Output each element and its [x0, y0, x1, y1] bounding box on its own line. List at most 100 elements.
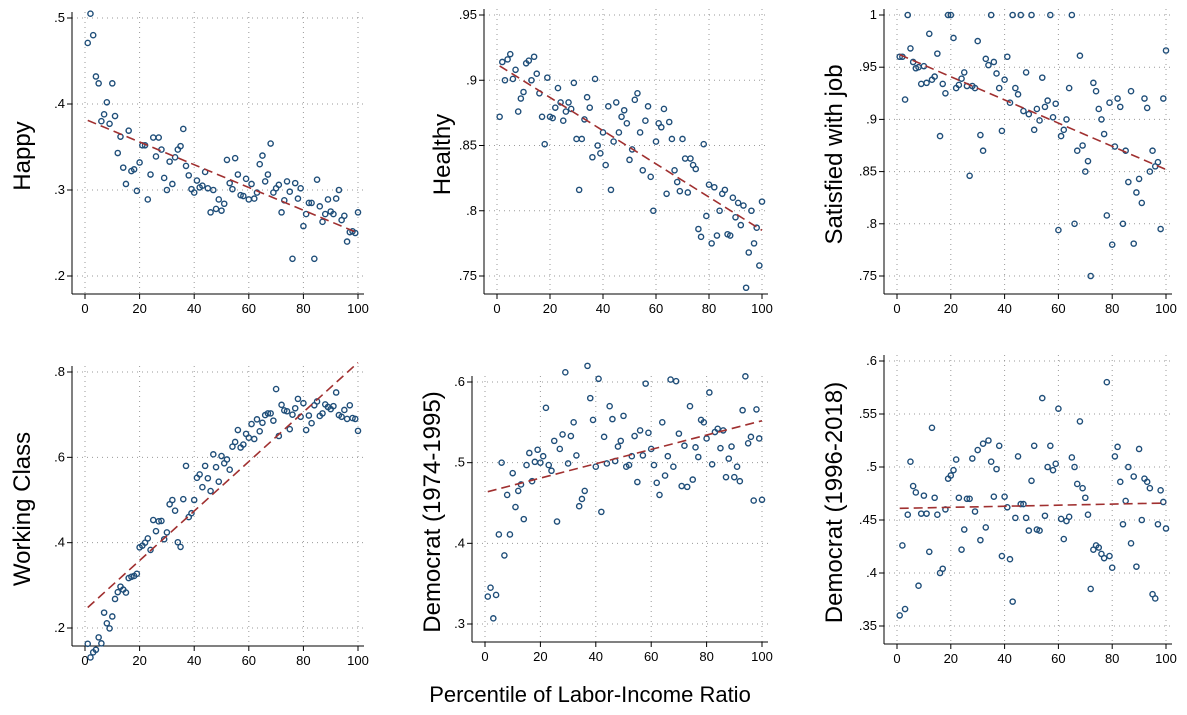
data-point [1160, 498, 1167, 506]
data-point [297, 184, 304, 192]
data-point [634, 478, 641, 486]
data-point [939, 80, 947, 88]
data-point [1162, 525, 1170, 532]
data-point [1044, 463, 1051, 471]
data-point [149, 516, 157, 524]
data-point [725, 455, 733, 462]
data-point [1108, 241, 1116, 248]
x-tick-label: 60 [242, 653, 256, 668]
data-point [652, 138, 660, 145]
data-point [559, 431, 566, 438]
data-point [289, 255, 296, 263]
data-point [196, 471, 203, 478]
y-axis-label: Working Class [9, 432, 36, 586]
data-point [496, 113, 503, 121]
data-point [343, 415, 351, 423]
y-tick-label: .85 [459, 138, 477, 153]
data-point [700, 140, 708, 148]
data-point [987, 458, 995, 466]
data-point [87, 654, 94, 661]
data-point [998, 552, 1006, 560]
data-point [311, 255, 318, 263]
chart-panel-5: .3 .4 .5 .6 0 20 40 60 80 100 Democrat (1974-1995) [419, 362, 773, 664]
data-point [84, 640, 92, 648]
data-point [305, 199, 313, 207]
data-point [177, 142, 184, 150]
data-point [679, 135, 686, 143]
data-point [1146, 484, 1154, 492]
x-tick-label: 60 [1051, 301, 1065, 316]
data-point [950, 34, 957, 42]
data-point [758, 496, 766, 504]
data-point [700, 419, 708, 426]
data-point [223, 456, 231, 463]
data-point [584, 362, 591, 370]
y-tick-label: .3 [54, 182, 65, 197]
y-tick-label: .85 [859, 164, 877, 179]
data-point [335, 186, 343, 194]
data-point [923, 510, 930, 517]
data-point [1052, 460, 1060, 468]
data-point [122, 180, 130, 188]
x-tick-label: 100 [1155, 651, 1177, 666]
data-point [163, 529, 171, 536]
data-point [578, 495, 586, 503]
data-point [636, 129, 644, 136]
data-point [1020, 107, 1027, 115]
data-point [171, 154, 179, 161]
y-tick-label: .35 [859, 618, 877, 633]
x-tick-label: 0 [81, 301, 88, 316]
data-point [634, 90, 641, 97]
data-point [512, 503, 519, 511]
data-point [1022, 514, 1030, 522]
data-point [316, 203, 324, 210]
data-point [663, 190, 670, 198]
data-point [681, 155, 689, 162]
y-tick-label: .3 [454, 616, 465, 631]
data-point [734, 199, 742, 207]
data-point [556, 445, 564, 453]
data-point [341, 212, 348, 220]
x-tick-label: 80 [1105, 301, 1119, 316]
data-point [748, 207, 755, 215]
y-tick-label: .8 [866, 216, 877, 231]
data-point [668, 135, 676, 143]
data-point [119, 164, 127, 171]
data-point [492, 591, 500, 599]
data-point [605, 103, 612, 110]
fit-line [87, 362, 359, 609]
data-point [136, 159, 143, 166]
data-point [98, 117, 105, 125]
data-point [1003, 503, 1011, 511]
data-point [687, 155, 694, 162]
data-point [586, 104, 594, 111]
data-point [907, 458, 914, 466]
x-tick-label: 60 [644, 649, 658, 664]
data-point [212, 463, 220, 471]
data-point [955, 494, 963, 502]
data-point [1154, 520, 1162, 528]
data-point [987, 11, 995, 19]
y-tick-label: .4 [866, 565, 877, 580]
data-point [346, 401, 354, 409]
data-point [1146, 168, 1154, 175]
fit-line [87, 119, 359, 234]
data-point [523, 461, 530, 469]
data-point [661, 472, 669, 479]
data-point [1125, 178, 1132, 186]
data-point [179, 495, 187, 503]
data-point [275, 181, 283, 189]
y-tick-label: .2 [54, 620, 65, 635]
data-point [744, 440, 752, 447]
data-point [915, 582, 922, 590]
data-point [995, 442, 1003, 450]
data-point [231, 438, 239, 446]
data-point [517, 95, 525, 102]
data-point [1084, 511, 1092, 519]
data-point [305, 412, 313, 419]
data-point [1084, 157, 1092, 165]
data-point [650, 461, 658, 469]
data-point [745, 249, 753, 256]
data-point [130, 166, 138, 173]
